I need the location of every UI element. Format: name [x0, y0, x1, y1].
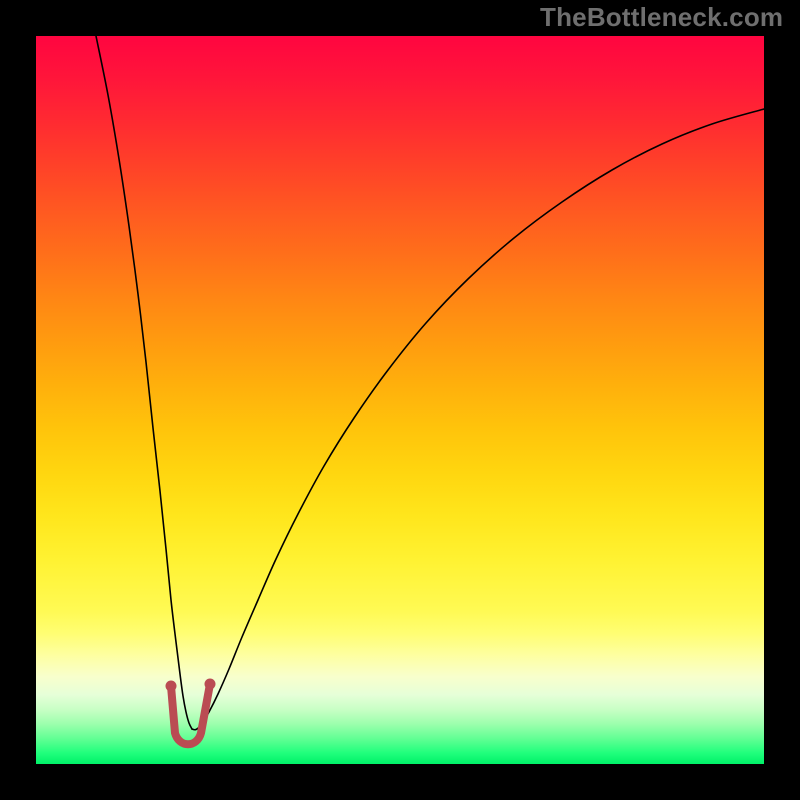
- chart-svg: [0, 0, 800, 800]
- plot-area: [36, 36, 764, 764]
- sweet-spot-cap-right: [205, 679, 216, 690]
- bottleneck-chart-stage: TheBottleneck.com: [0, 0, 800, 800]
- sweet-spot-cap-left: [166, 681, 177, 692]
- attribution-text: TheBottleneck.com: [540, 2, 783, 33]
